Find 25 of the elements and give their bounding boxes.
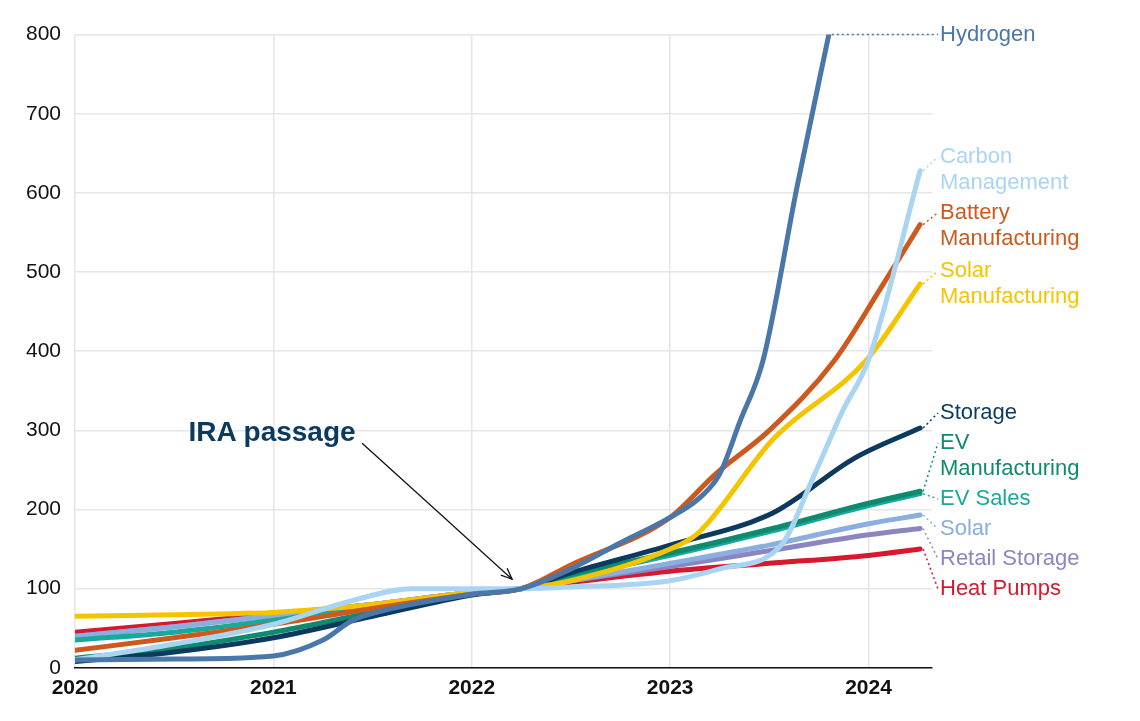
y-tick-label: 500 bbox=[25, 258, 62, 282]
legend-label: Storage bbox=[940, 398, 1018, 424]
y-tick-label: 700 bbox=[25, 100, 62, 124]
y-tick-label: 100 bbox=[25, 575, 62, 599]
y-tick-label: 600 bbox=[25, 179, 62, 203]
x-tick-label: 2023 bbox=[646, 675, 694, 699]
legend-label: Hydrogen bbox=[940, 20, 1036, 46]
series-label: Heat Pumps bbox=[940, 574, 1062, 600]
x-tick-label: 2020 bbox=[51, 675, 99, 699]
legend-label: EV Sales bbox=[940, 484, 1031, 510]
legend-label: EV Manufacturing bbox=[940, 428, 1080, 480]
y-tick-label: 800 bbox=[25, 21, 62, 45]
y-tick-label: 0 bbox=[49, 654, 62, 678]
y-tick-label: 400 bbox=[25, 338, 62, 361]
x-tick-label: 2024 bbox=[845, 675, 893, 699]
x-tick-label: 2022 bbox=[448, 675, 496, 699]
annotation: IRA passage bbox=[188, 415, 356, 447]
legend-label: Retail Storage bbox=[940, 544, 1080, 570]
x-tick-label: 2021 bbox=[250, 675, 298, 699]
y-tick-label: 200 bbox=[25, 496, 62, 520]
legend-label: Solar bbox=[940, 514, 992, 540]
legend-label: Solar Manufacturing bbox=[940, 256, 1080, 308]
y-tick-label: 300 bbox=[25, 417, 62, 441]
legend-label: Battery Manufacturing bbox=[940, 198, 1080, 250]
legend-label: Carbon Management bbox=[940, 142, 1069, 194]
